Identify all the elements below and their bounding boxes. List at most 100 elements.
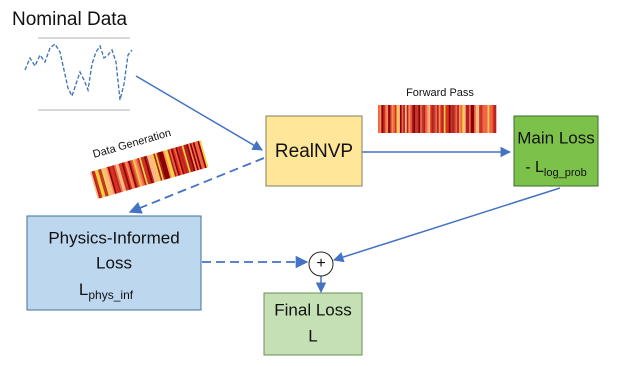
heatmap-stripe [487,105,490,133]
heatmap-stripe [90,171,100,199]
heatmap-stripe [388,105,391,133]
heatmap-stripe [475,105,478,133]
heatmap-stripe [442,105,445,133]
heatmap-stripe [120,162,130,191]
heatmap-stripe [485,105,488,133]
heatmap-stripe [146,155,157,183]
heatmap-stripe [143,156,154,184]
heatmap-stripe [194,141,204,170]
heatmap-stripe [112,165,122,193]
heatmap-stripe [430,105,433,133]
heatmap-stripe [101,168,111,196]
heatmap-stripe [384,105,387,133]
final-loss-box [263,292,363,356]
heatmap-stripe [124,161,135,189]
loss-term: Lphys_inf [79,280,134,302]
heatmap-stripe [401,105,404,133]
arrow [135,75,263,151]
heatmap-stripe [96,169,106,198]
heatmap-stripe [428,105,431,133]
heatmap-stripe [159,151,170,179]
heatmap-stripe [408,105,411,133]
heatmap-stripe [135,158,146,186]
heatmap-stripe [161,151,171,179]
heatmap-stripe [153,153,163,181]
heatmap-stripe [443,105,446,133]
node-label: Nominal Data [12,9,128,30]
heatmap-stripe [118,163,129,191]
heatmap-stripe [447,105,450,133]
generation-heatmap-group [90,140,209,199]
node-label: Final Loss [274,300,351,319]
heatmap-stripe [489,105,492,133]
heatmap-stripe [170,148,181,176]
loss-term: L [308,326,317,345]
realnvp-box [265,115,363,187]
heatmap-stripe [440,105,443,133]
heatmap-stripe [413,105,416,133]
heatmap-stripe [162,150,173,179]
heatmap-stripe [123,161,133,190]
sum-label: + [316,255,325,272]
heatmap-stripe [121,162,132,190]
heatmap-stripe [437,105,439,133]
heatmap-stripe [97,169,108,197]
heatmap-stripe [175,147,185,175]
heatmap-stripe [411,105,414,133]
nominal-data-plot [24,37,133,111]
heatmap-stripe [403,105,406,133]
heatmap-stripe [470,105,473,133]
heatmap-stripe [423,105,426,133]
heatmap-stripe [463,105,466,133]
heatmap-stripe [418,105,421,133]
heatmap-stripe [477,105,480,133]
heatmap-stripe [157,151,168,180]
heatmap-stripe [102,167,113,196]
heatmap-stripe [197,140,207,169]
term-subscript: phys_inf [88,288,133,302]
heatmap-stripe [105,166,116,195]
heatmap-stripe [457,105,460,133]
heatmap-stripe [115,164,125,192]
heatmap-stripe [178,146,189,174]
heatmap-stripe [435,105,438,133]
dashed-arrow [128,157,265,214]
heatmap-stripe [379,105,382,133]
heatmap-stripe [426,105,429,133]
heatmap-stripe [490,105,493,133]
heatmap-stripe [99,168,110,197]
node-label: RealNVP [275,141,353,162]
heatmap-stripe [453,105,456,133]
heatmap-stripe [480,105,483,133]
heatmap-stripe [452,105,455,133]
heatmap-stripe [421,105,424,133]
heatmap-stripe [396,105,399,133]
heatmap-stripe [164,150,174,178]
heatmap-stripe [472,105,475,133]
heatmap-stripe [184,144,195,172]
sum-node [308,251,334,277]
heatmap-stripe [416,105,419,133]
heatmap-stripe [183,144,193,173]
heatmap-stripe [383,105,386,133]
heatmap-stripe [391,105,394,133]
heatmap-stripe [425,105,428,133]
heatmap-stripe [127,160,138,189]
heatmap-stripe [399,105,402,133]
heatmap-stripe [151,153,162,182]
heatmap-stripe [94,170,105,198]
heatmap-stripe [404,105,407,133]
heatmap-stripe [482,105,485,133]
heatmap-stripe [420,105,423,133]
heatmap-stripe [191,142,201,170]
heatmap-stripe [116,163,127,192]
heatmap-stripe [129,160,140,188]
heatmap-stripe [132,159,143,187]
forward-heatmap [378,105,497,133]
heatmap-stripe [492,105,495,133]
heatmap-stripe [189,142,200,171]
heatmap-stripe [398,105,401,133]
heatmap-stripe [469,105,472,133]
heatmap-stripe [156,152,166,180]
